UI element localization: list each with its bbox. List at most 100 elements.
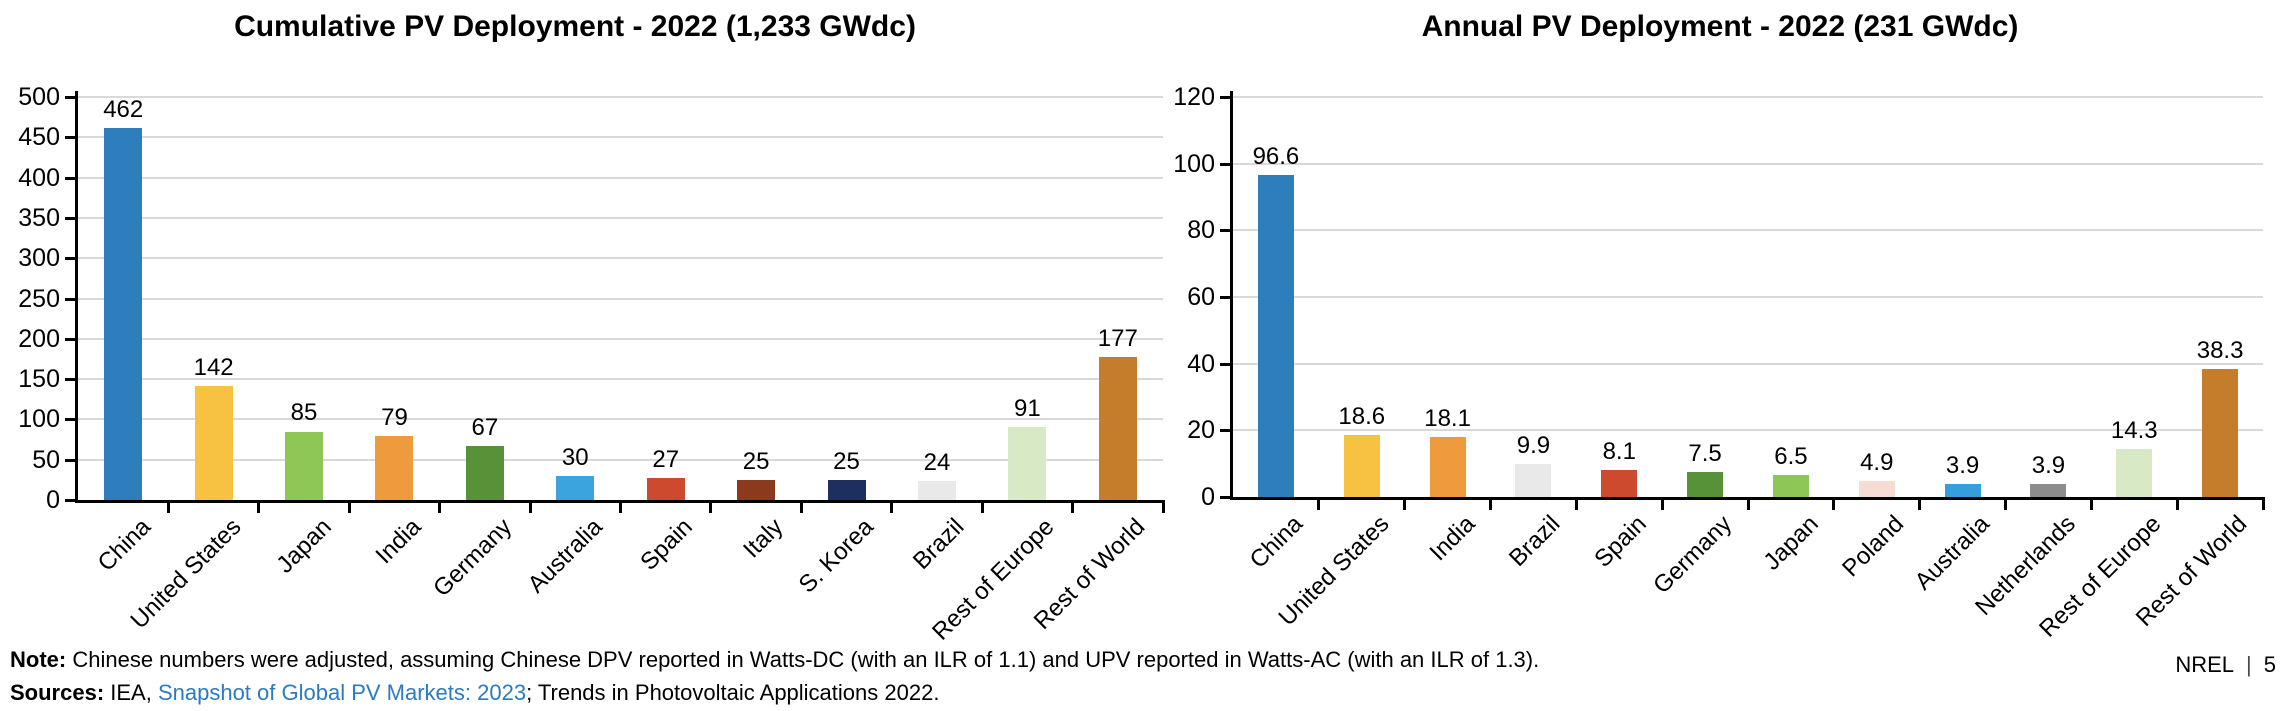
y-tick-label-450: 450 xyxy=(18,123,60,152)
bar-brazil xyxy=(917,480,956,500)
bar-value-label-australia: 3.9 xyxy=(1945,452,1980,479)
bar-value-label-spain: 8.1 xyxy=(1602,438,1636,465)
y-tick-label-300: 300 xyxy=(18,244,60,273)
gridline-150 xyxy=(78,378,1163,381)
x-tick-mark-1 xyxy=(166,500,170,513)
gridline-250 xyxy=(78,297,1163,300)
y-tick-mark-80 xyxy=(1220,229,1230,233)
bar-rest-of-europe xyxy=(2116,449,2153,497)
bar-value-label-rest-of-europe: 14.3 xyxy=(2110,417,2158,445)
gridline-50 xyxy=(78,458,1163,461)
y-tick-label-20: 20 xyxy=(1187,416,1215,445)
gridline-300 xyxy=(78,257,1163,260)
y-tick-label-100: 100 xyxy=(18,405,60,434)
note-text: Chinese numbers were adjusted, assuming … xyxy=(66,647,1540,672)
bar-value-label-brazil: 9.9 xyxy=(1516,432,1551,459)
gridline-100 xyxy=(1233,162,2263,165)
x-tick-mark-12 xyxy=(2261,497,2265,510)
chart-title-annual: Annual PV Deployment - 2022 (231 GWdc) xyxy=(1421,10,2019,43)
x-tick-mark-10 xyxy=(980,500,984,513)
x-tick-mark-3 xyxy=(1489,497,1492,510)
bar-value-label-india: 18.1 xyxy=(1424,404,1471,432)
bar-germany xyxy=(1687,472,1724,497)
x-tick-mark-7 xyxy=(1832,497,1836,510)
y-tick-label-250: 250 xyxy=(18,284,60,313)
y-tick-mark-200 xyxy=(65,337,75,341)
x-tick-mark-9 xyxy=(890,500,894,513)
page-number: NREL | 5 xyxy=(2175,652,2276,678)
y-tick-label-60: 60 xyxy=(1187,283,1215,311)
sources-label: Sources: xyxy=(10,680,105,705)
x-category-label-china: China xyxy=(1244,510,1309,574)
sources-link[interactable]: Snapshot of Global PV Markets: 2023 xyxy=(157,680,527,705)
y-tick-label-150: 150 xyxy=(18,365,60,394)
chart-title-cumulative: Cumulative PV Deployment - 2022 (1,233 G… xyxy=(234,10,916,43)
y-tick-mark-400 xyxy=(65,176,75,180)
y-tick-mark-500 xyxy=(65,96,75,99)
bar-brazil xyxy=(1515,464,1552,497)
x-tick-mark-8 xyxy=(1918,497,1922,510)
y-tick-label-50: 50 xyxy=(32,445,60,474)
gridline-80 xyxy=(1233,229,2263,232)
y-tick-mark-300 xyxy=(65,257,75,261)
x-category-label-italy: Italy xyxy=(738,513,789,564)
x-tick-mark-12 xyxy=(1161,500,1165,513)
bar-value-label-netherlands: 3.9 xyxy=(2031,452,2066,479)
bar-value-label-germany: 7.5 xyxy=(1688,440,1722,467)
x-tick-mark-7 xyxy=(709,500,713,513)
y-tick-mark-0 xyxy=(1220,496,1230,499)
bar-rest-of-world xyxy=(2202,369,2239,497)
x-tick-mark-5 xyxy=(528,500,532,513)
bar-value-label-china: 462 xyxy=(103,95,144,123)
y-tick-label-500: 500 xyxy=(18,83,60,111)
x-category-label-germany: Germany xyxy=(1648,510,1738,600)
gridline-350 xyxy=(78,216,1163,219)
bar-value-label-australia: 30 xyxy=(561,443,589,471)
y-tick-mark-350 xyxy=(65,216,75,220)
gridline-450 xyxy=(78,136,1163,139)
bar-japan xyxy=(1772,475,1809,497)
bar-value-label-rest-of-world: 177 xyxy=(1097,325,1138,353)
x-category-label-australia: Australia xyxy=(522,513,608,599)
bar-value-label-italy: 25 xyxy=(742,447,770,475)
bar-germany xyxy=(465,446,504,500)
x-tick-mark-3 xyxy=(347,500,351,513)
chart-cumulative-pv: Cumulative PV Deployment - 2022 (1,233 G… xyxy=(0,0,1165,646)
bar-rest-of-world xyxy=(1098,357,1137,500)
x-category-label-japan: Japan xyxy=(1757,510,1824,576)
x-tick-mark-10 xyxy=(2089,497,2093,510)
y-tick-mark-100 xyxy=(65,418,75,422)
footer: Note: Chinese numbers were adjusted, ass… xyxy=(10,645,1910,708)
bar-value-label-china: 96.6 xyxy=(1252,143,1300,170)
x-tick-mark-2 xyxy=(257,500,261,513)
bar-china xyxy=(104,127,143,500)
x-category-label-germany: Germany xyxy=(428,513,518,603)
x-tick-mark-4 xyxy=(438,500,442,513)
x-tick-mark-8 xyxy=(799,500,803,513)
bar-value-label-united-states: 142 xyxy=(193,353,234,381)
x-category-label-brazil: Brazil xyxy=(1504,510,1566,572)
bar-india xyxy=(1429,436,1466,497)
gridline-200 xyxy=(78,337,1163,340)
y-tick-mark-60 xyxy=(1220,296,1230,299)
y-tick-label-100: 100 xyxy=(1173,149,1215,178)
x-category-label-brazil: Brazil xyxy=(907,513,970,575)
note-line: Note: Chinese numbers were adjusted, ass… xyxy=(10,645,1910,675)
x-category-label-china: China xyxy=(92,513,156,577)
y-axis-line xyxy=(1230,91,1233,500)
bar-italy xyxy=(737,479,776,500)
bar-netherlands xyxy=(2030,484,2067,497)
bar-united-states xyxy=(194,385,233,500)
y-tick-label-400: 400 xyxy=(18,163,60,192)
note-label: Note: xyxy=(10,647,67,672)
y-tick-mark-450 xyxy=(65,136,75,140)
x-tick-mark-4 xyxy=(1574,497,1578,510)
y-tick-mark-250 xyxy=(65,297,75,301)
y-tick-mark-150 xyxy=(65,378,75,382)
x-category-label-poland: Poland xyxy=(1837,510,1910,583)
gridline-60 xyxy=(1233,296,2263,298)
y-tick-label-0: 0 xyxy=(1201,483,1215,511)
bar-spain xyxy=(646,478,685,500)
bar-value-label-s-korea: 25 xyxy=(833,447,860,475)
y-axis-line xyxy=(75,91,78,503)
